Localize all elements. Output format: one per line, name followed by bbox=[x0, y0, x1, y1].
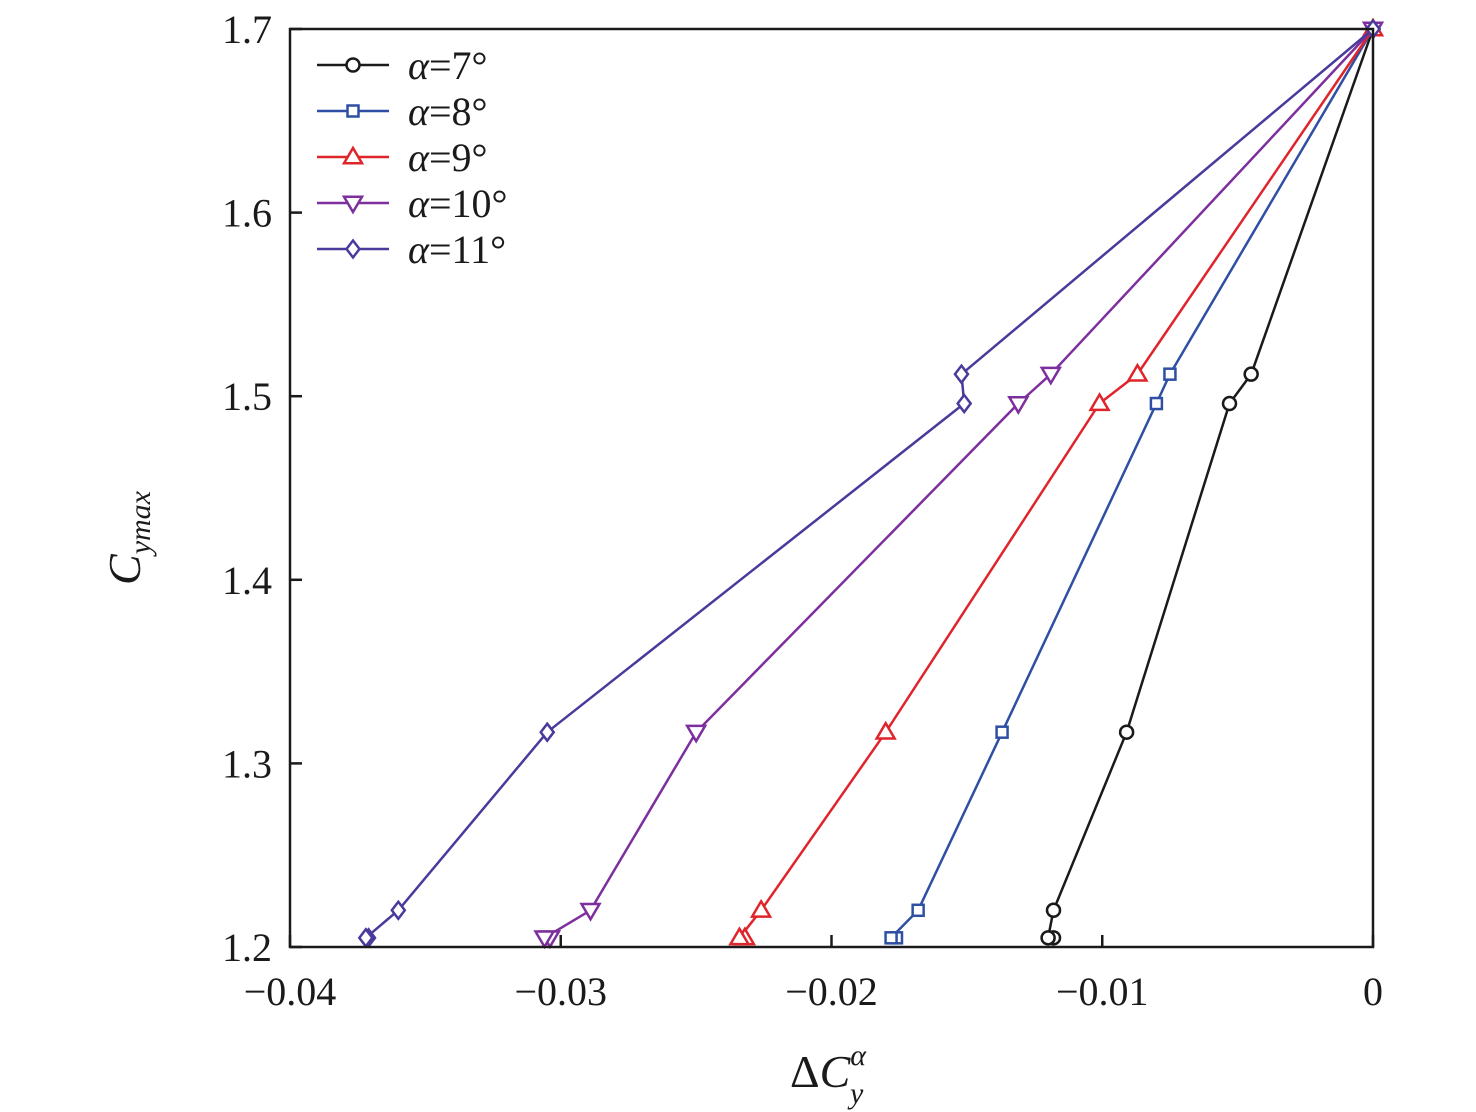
legend-marker bbox=[344, 238, 362, 260]
data-point-3-2 bbox=[728, 926, 751, 946]
data-point-4-3 bbox=[579, 902, 602, 922]
legend-label: α=9° bbox=[408, 135, 488, 180]
legend-label: α=7° bbox=[408, 43, 488, 88]
y-tick-label: 1.5 bbox=[222, 374, 272, 419]
data-point-5-5 bbox=[956, 392, 973, 415]
data-point-4-5 bbox=[1007, 395, 1030, 416]
data-point-5-3 bbox=[390, 899, 407, 921]
y-tick-label: 1.6 bbox=[222, 191, 272, 236]
series-layer bbox=[357, 17, 1385, 950]
data-point-5-6 bbox=[953, 363, 970, 385]
data-point-2-4 bbox=[995, 725, 1009, 739]
y-tick-label: 1.7 bbox=[222, 7, 272, 52]
legend-label-symbol: α bbox=[408, 227, 430, 272]
data-point-2-5 bbox=[1149, 396, 1164, 411]
data-point-2-6 bbox=[1163, 367, 1177, 381]
series-line-2 bbox=[889, 28, 1375, 940]
legend-label-symbol: α bbox=[408, 181, 430, 226]
data-point-1-6 bbox=[1243, 366, 1259, 382]
legend-marker bbox=[341, 195, 365, 215]
legend-label: α=11° bbox=[408, 227, 506, 272]
series-1 bbox=[1040, 21, 1381, 946]
legend-marker bbox=[341, 145, 365, 165]
series-2 bbox=[884, 22, 1380, 945]
data-point-2-3 bbox=[911, 903, 925, 918]
data-point-1-2 bbox=[1040, 930, 1056, 946]
x-tick-label: −0.01 bbox=[1056, 969, 1149, 1014]
legend-label-symbol: α bbox=[408, 43, 430, 88]
series-5 bbox=[357, 18, 1382, 949]
y-axis-label: Cymax bbox=[99, 490, 157, 585]
x-axis-label-sub: y bbox=[847, 1077, 864, 1110]
y-tick-label: 1.4 bbox=[222, 558, 272, 603]
series-line-3 bbox=[738, 28, 1375, 940]
y-tick-label: 1.2 bbox=[222, 925, 272, 970]
y-tick-label: 1.3 bbox=[222, 741, 272, 786]
x-tick-label: −0.02 bbox=[785, 969, 878, 1014]
legend-marker bbox=[345, 57, 361, 73]
legend: α=7°α=8°α=9°α=10°α=11° bbox=[317, 43, 508, 272]
legend-item-5: α=11° bbox=[317, 227, 506, 272]
data-point-3-6 bbox=[1126, 362, 1149, 382]
data-point-2-2 bbox=[884, 931, 898, 945]
legend-item-2: α=8° bbox=[317, 89, 488, 134]
x-tick-label: −0.03 bbox=[514, 969, 607, 1014]
data-point-1-3 bbox=[1045, 902, 1062, 919]
data-point-1-4 bbox=[1118, 724, 1135, 740]
x-axis-label-main: C bbox=[820, 1046, 852, 1097]
data-point-3-4 bbox=[874, 720, 897, 740]
legend-label: α=8° bbox=[408, 89, 488, 134]
x-axis-label: ΔCα y bbox=[790, 1039, 867, 1110]
data-point-3-5 bbox=[1088, 392, 1111, 412]
series-3 bbox=[728, 17, 1385, 946]
data-point-5-4 bbox=[539, 721, 556, 743]
series-4 bbox=[533, 21, 1385, 950]
y-axis-label-main: C bbox=[99, 553, 150, 585]
legend-label-symbol: α bbox=[408, 89, 430, 134]
x-axis-label-prefix: Δ bbox=[790, 1046, 820, 1097]
data-point-4-6 bbox=[1039, 366, 1062, 386]
data-point-1-5 bbox=[1221, 395, 1238, 412]
x-tick-label: 0 bbox=[1363, 969, 1383, 1014]
data-point-4-4 bbox=[684, 724, 708, 744]
x-tick-label: −0.04 bbox=[244, 969, 337, 1014]
legend-label-value: =9° bbox=[429, 135, 488, 180]
y-axis-label-sub: ymax bbox=[124, 490, 157, 557]
ticks-layer: −0.04 −0.03 −0.02 −0.01 0 1.2 1.3 1.4 1.5 1.6 1.7 bbox=[222, 7, 1383, 1014]
legend-label-value: =10° bbox=[429, 181, 508, 226]
legend-label-value: =8° bbox=[429, 89, 488, 134]
legend-item-3: α=9° bbox=[317, 135, 488, 180]
x-axis-label-sup: α bbox=[850, 1039, 867, 1072]
data-point-3-3 bbox=[749, 898, 773, 918]
legend-item-1: α=7° bbox=[317, 43, 488, 88]
legend-label: α=10° bbox=[408, 181, 508, 226]
legend-label-value: =7° bbox=[429, 43, 488, 88]
legend-label-symbol: α bbox=[408, 135, 430, 180]
series-line-4 bbox=[543, 28, 1374, 940]
legend-item-4: α=10° bbox=[317, 181, 508, 226]
legend-marker bbox=[346, 104, 360, 118]
legend-label-value: =11° bbox=[429, 227, 506, 272]
series-line-5 bbox=[364, 28, 1374, 940]
data-point-4-2 bbox=[533, 930, 556, 950]
